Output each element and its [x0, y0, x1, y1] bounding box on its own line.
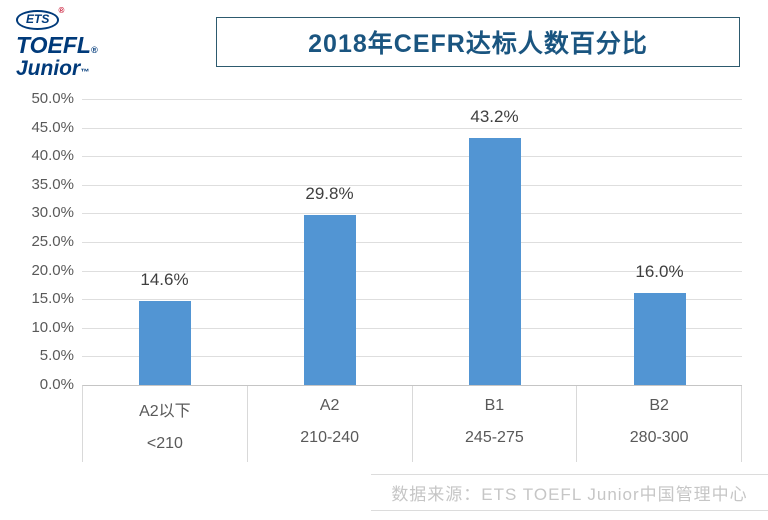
gridline	[82, 213, 742, 214]
gridline	[82, 128, 742, 129]
cefr-level-label: A2以下	[139, 403, 191, 420]
bar-value-label: 29.8%	[305, 184, 354, 203]
bar-B2	[634, 293, 686, 385]
gridline	[82, 185, 742, 186]
score-range-label: 280-300	[629, 429, 689, 446]
gridline	[82, 299, 742, 300]
y-tick-label: 15.0%	[31, 290, 74, 308]
cefr-level-label: A2	[319, 397, 340, 414]
y-tick-label: 10.0%	[31, 318, 74, 336]
cefr-level-label: B1	[484, 397, 505, 414]
gridline	[82, 242, 742, 243]
x-category-cell-B2: B2 280-300	[577, 386, 742, 462]
score-range-label: 210-240	[300, 429, 359, 446]
bar-value-label: 14.6%	[140, 270, 189, 289]
gridline	[82, 328, 742, 329]
registered-mark-icon: ®	[58, 6, 65, 15]
cefr-level-label: B2	[649, 397, 669, 414]
trademark-icon: ™	[80, 66, 90, 77]
registered-mark-icon: ®	[90, 44, 98, 55]
bar-value-label: 16.0%	[635, 262, 684, 281]
ets-logo-icon: ETS ®	[16, 6, 64, 30]
x-category-cell-B1: B1 245-275	[413, 386, 578, 462]
gridline	[82, 356, 742, 357]
logo-toefl-text: TOEFL®	[16, 33, 98, 57]
y-tick-label: 0.0%	[39, 376, 74, 393]
y-tick-label: 35.0%	[31, 175, 74, 193]
y-tick-label: 50.0%	[31, 90, 74, 107]
score-range-label: 245-275	[465, 429, 524, 446]
toefl-junior-logo: ETS ® TOEFL® Junior™	[16, 6, 98, 80]
score-range-label: <210	[146, 435, 183, 452]
bar-A2	[304, 215, 356, 385]
gridline	[82, 271, 742, 272]
y-tick-label: 5.0%	[39, 347, 74, 365]
gridline	[82, 99, 742, 100]
gridline	[82, 156, 742, 157]
y-tick-label: 40.0%	[31, 147, 74, 165]
y-tick-label: 25.0%	[31, 233, 74, 250]
y-tick-label: 45.0%	[31, 118, 74, 136]
logo-junior-text: Junior™	[16, 56, 98, 80]
chart-title: 2018年CEFR达标人数百分比	[308, 30, 648, 58]
plot-area: 14.6% 29.8% 43.2% 16.0%	[82, 99, 742, 386]
ets-oval-text: ETS	[16, 10, 60, 30]
y-tick-label: 30.0%	[31, 204, 74, 222]
bar-B1	[469, 138, 521, 385]
bar-value-label: 43.2%	[470, 107, 519, 126]
chart-title-box: 2018年CEFR达标人数百分比	[216, 17, 740, 67]
bar-A2以下	[139, 301, 191, 385]
x-category-cell-A2: A2 210-240	[248, 386, 413, 462]
logo-junior-word: Junior	[16, 56, 81, 80]
data-source-text: 数据来源：ETS TOEFL Junior中国管理中心	[391, 485, 748, 504]
logo-toefl-word: TOEFL	[16, 31, 91, 58]
x-axis-category-table: A2以下 <210 A2 210-240 B1 245-275 B2 280-300	[82, 385, 742, 462]
data-source-footer: 数据来源：ETS TOEFL Junior中国管理中心	[371, 474, 768, 511]
x-category-cell-A2以下: A2以下 <210	[83, 386, 248, 462]
y-tick-label: 20.0%	[31, 261, 74, 279]
